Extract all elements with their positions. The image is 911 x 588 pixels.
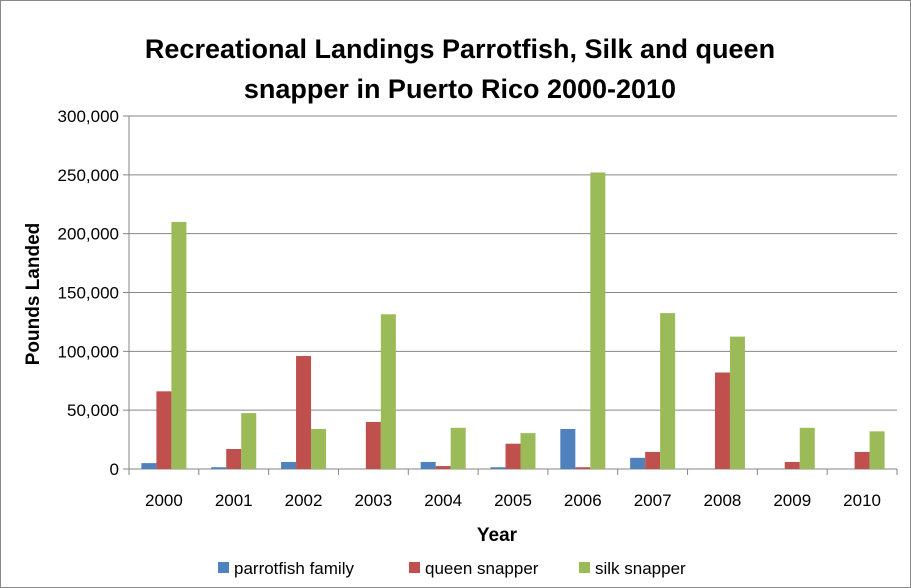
bar-silk-snapper-2002 <box>311 428 327 469</box>
y-tick-label: 50,000 <box>67 401 119 420</box>
gridlines <box>123 115 897 470</box>
bar-queen-snapper-2000 <box>156 391 172 469</box>
y-axis-title: Pounds Landed <box>23 223 44 366</box>
bar-parrotfish-family-2004 <box>420 461 436 469</box>
bar-silk-snapper-2001 <box>241 413 257 469</box>
legend: parrotfish family queen snapper silk snapp… <box>218 559 686 578</box>
y-tick-labels: 0 50,000 100,000 150,000 200,000 250,000 300,0… <box>58 107 119 479</box>
bar-queen-snapper-2002 <box>296 356 312 469</box>
bar-silk-snapper-2004 <box>450 427 466 469</box>
bar-queen-snapper-2009 <box>784 461 800 469</box>
bar-queen-snapper-2007 <box>645 451 661 469</box>
bar-parrotfish-family-2007 <box>630 457 646 469</box>
bar-parrotfish-family-2001 <box>211 467 227 469</box>
bar-silk-snapper-2007 <box>660 313 676 469</box>
bar-silk-snapper-2003 <box>380 314 396 469</box>
bar-queen-snapper-2008 <box>714 372 730 469</box>
bar-queen-snapper-2001 <box>226 448 242 469</box>
y-tick-label: 100,000 <box>58 342 119 361</box>
bar-queen-snapper-2003 <box>365 421 381 469</box>
bar-queen-snapper-2010 <box>854 451 870 469</box>
bar-parrotfish-family-2002 <box>281 461 297 469</box>
x-tick-label: 2007 <box>634 491 672 510</box>
chart-title-line-2: snapper in Puerto Rico 2000-2010 <box>244 74 676 104</box>
x-tick-label: 2002 <box>285 491 323 510</box>
x-tick-label: 2005 <box>494 491 532 510</box>
x-tick-label: 2008 <box>704 491 742 510</box>
bar-parrotfish-family-2006 <box>560 428 576 469</box>
legend-swatch <box>579 562 590 573</box>
bar-silk-snapper-2000 <box>171 221 187 469</box>
bar-silk-snapper-2008 <box>729 336 745 469</box>
y-tick-label: 150,000 <box>58 284 119 303</box>
x-tick-label: 2006 <box>564 491 602 510</box>
y-tick-label: 0 <box>110 460 119 479</box>
y-tick-label: 200,000 <box>58 225 119 244</box>
x-tick-label: 2009 <box>773 491 811 510</box>
bar-queen-snapper-2005 <box>505 443 521 469</box>
bar-silk-snapper-2009 <box>799 427 815 469</box>
bar-silk-snapper-2010 <box>869 431 885 469</box>
bar-silk-snapper-2005 <box>520 433 536 469</box>
bar-queen-snapper-2006 <box>575 467 591 469</box>
x-axis-title: Year <box>477 525 518 546</box>
legend-label: parrotfish family <box>234 559 354 578</box>
chart-title-line-1: Recreational Landings Parrotfish, Silk a… <box>145 34 775 64</box>
legend-label: queen snapper <box>425 559 539 578</box>
legend-swatch <box>409 562 420 573</box>
bars <box>141 172 885 470</box>
x-tick-label: 2004 <box>424 491 462 510</box>
x-tick-label: 2010 <box>843 491 881 510</box>
x-tick-label: 2003 <box>354 491 392 510</box>
legend-swatch <box>218 562 229 573</box>
bar-silk-snapper-2006 <box>590 172 606 470</box>
bar-parrotfish-family-2000 <box>141 463 157 469</box>
y-tick-label: 250,000 <box>58 166 119 185</box>
y-tick-label: 300,000 <box>58 107 119 126</box>
bar-queen-snapper-2004 <box>435 466 451 469</box>
bar-parrotfish-family-2005 <box>490 467 506 469</box>
x-tick-label: 2000 <box>145 491 183 510</box>
legend-label: silk snapper <box>595 559 686 578</box>
x-tick-labels: 2000 2001 2002 2003 2004 2005 2006 2007 2008 2009… <box>145 491 881 510</box>
x-tick-label: 2001 <box>215 491 253 510</box>
